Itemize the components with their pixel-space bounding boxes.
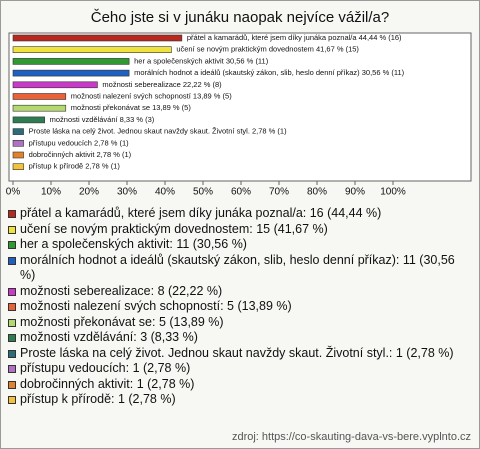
legend-label: přátel a kamarádů, které jsem díky junák… [20, 206, 382, 220]
bar [12, 93, 67, 100]
chart-title: Čeho jste si v junáku naopak nejvíce váž… [91, 9, 390, 26]
bar [12, 128, 24, 135]
bar-label: možnosti vzdělávání 8,33 % (3) [50, 115, 155, 124]
x-tick-label: 90% [345, 187, 365, 198]
legend-swatch [8, 287, 16, 296]
legend-swatch [8, 380, 16, 389]
legend-entry: přístupu vedoucích: 1 (2,78 %) [7, 361, 469, 377]
legend-entry: možnosti vzdělávání: 3 (8,33 %) [7, 330, 469, 346]
legend-label: dobročinných aktivit: 1 (2,78 %) [20, 376, 195, 391]
legend-swatch [8, 210, 16, 218]
bar [12, 69, 130, 77]
legend-label: přístup k přírodě: 1 (2,78 %) [20, 392, 176, 406]
bar-label: dobročinných aktivit 2,78 % (1) [29, 150, 132, 159]
bar [12, 46, 172, 54]
x-tick-label: 40% [155, 187, 175, 198]
legend-entry: přístup k přírodě: 1 (2,78 %) [7, 392, 469, 408]
x-tick-label: 20% [79, 187, 99, 198]
legend-swatch [8, 365, 16, 373]
legend-swatch [8, 225, 16, 234]
bar [12, 151, 24, 159]
legend-label: učení se novým praktickým dovednostem: 1… [20, 221, 328, 236]
legend-entry: možnosti nalezení svých schopností: 5 (1… [7, 299, 469, 315]
legend-swatch [8, 349, 16, 358]
legend-entry: Proste láska na celý život. Jednou skaut… [7, 346, 469, 362]
bar [12, 58, 130, 65]
legend-entry: učení se novým praktickým dovednostem: 1… [7, 222, 469, 238]
legend-swatch [8, 334, 16, 342]
legend-label: možnosti vzdělávání: 3 (8,33 %) [20, 330, 198, 344]
legend-label: morálních hodnot a ideálů (skautský záko… [20, 252, 455, 283]
bar-label: morálních hodnot a ideálů (skautský záko… [134, 68, 405, 77]
legend-label: možnosti nalezení svých schopností: 5 (1… [20, 299, 292, 313]
legend-entry: přátel a kamarádů, které jsem díky junák… [7, 206, 469, 222]
legend-entry: možnosti překonávat se: 5 (13,89 %) [7, 315, 469, 331]
legend-label: Proste láska na celý život. Jednou skaut… [20, 345, 454, 360]
x-tick-label: 10% [41, 187, 61, 198]
legend-label: možnosti seberealizace: 8 (22,22 %) [20, 283, 223, 298]
legend-swatch [8, 318, 16, 327]
x-tick-label: 70% [269, 187, 289, 198]
x-tick-label: 60% [231, 187, 251, 198]
bar-label: učení se novým praktickým dovednostem 41… [176, 45, 359, 54]
bar-label: přátel a kamarádů, které jsem díky junák… [187, 33, 402, 42]
legend-swatch [8, 303, 16, 311]
bar [12, 81, 98, 89]
bar [12, 34, 183, 42]
x-tick-label: 100% [380, 187, 406, 198]
bar-label: možnosti seberealizace 22,22 % (8) [102, 80, 222, 89]
legend-swatch [8, 241, 16, 249]
source: zdroj: https://co-skauting-dava-vs-bere.… [231, 431, 471, 443]
bar [12, 116, 45, 124]
legend-label: přístupu vedoucích: 1 (2,78 %) [20, 361, 191, 375]
legend-swatch [8, 396, 16, 404]
legend-entry: možnosti seberealizace: 8 (22,22 %) [7, 284, 469, 300]
bar [12, 140, 24, 147]
bar-label: možnosti nalezení svých schopností 13,89… [71, 91, 232, 100]
bar-label: her a společenských aktivit 30,56 % (11) [134, 56, 269, 65]
bar [12, 163, 24, 170]
legend-entry: her a společenských aktivit: 11 (30,56 %… [7, 237, 469, 253]
bar-label: přístup k přírodě 2,78 % (1) [29, 162, 121, 171]
chart: Čeho jste si v junáku naopak nejvíce váž… [6, 9, 472, 198]
legend: přátel a kamarádů, které jsem díky junák… [7, 206, 469, 408]
legend-entry: dobročinných aktivit: 1 (2,78 %) [7, 377, 469, 393]
legend-label: možnosti překonávat se: 5 (13,89 %) [20, 314, 224, 329]
x-tick-label: 30% [117, 187, 137, 198]
legend-label: her a společenských aktivit: 11 (30,56 %… [20, 237, 247, 251]
legend-entry: morálních hodnot a ideálů (skautský záko… [7, 253, 469, 284]
x-tick-label: 0% [6, 187, 21, 198]
x-tick-label: 50% [193, 187, 213, 198]
plot-area [8, 32, 472, 182]
bar [12, 104, 67, 112]
bar-label: Proste láska na celý život. Jednou skaut… [29, 127, 288, 136]
x-tick-label: 80% [307, 187, 327, 198]
legend-swatch [8, 256, 16, 265]
bar-label: přístupu vedoucích 2,78 % (1) [29, 138, 130, 147]
bar-label: možnosti překonávat se 13,89 % (5) [71, 103, 192, 112]
